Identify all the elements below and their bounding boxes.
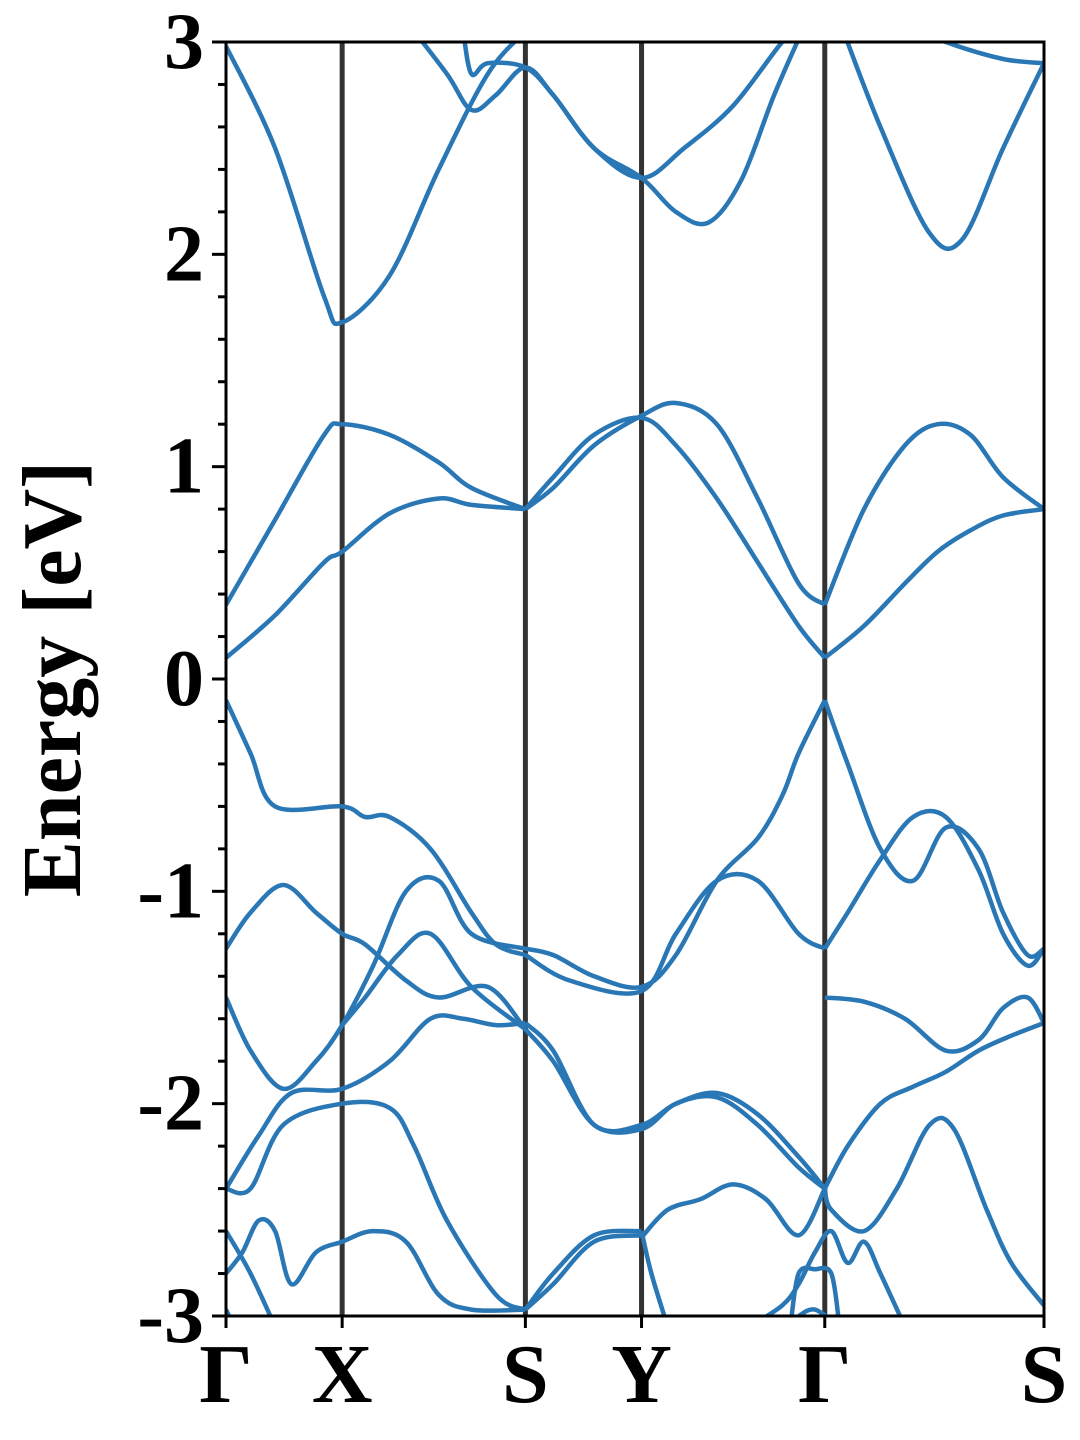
y-axis-ticks: -3 -2 -1 0 1 2 3 bbox=[137, 0, 226, 1360]
high-symmetry-lines bbox=[339, 42, 828, 1316]
y-tick-label: 3 bbox=[164, 0, 204, 86]
band-line-5 bbox=[226, 421, 527, 606]
band-line-33 bbox=[762, 1228, 903, 1316]
band-line-4 bbox=[939, 42, 1044, 66]
x-tick-label: Γ bbox=[798, 1328, 851, 1421]
band-line-8 bbox=[523, 415, 827, 660]
band-line-27 bbox=[523, 1233, 642, 1312]
band-line-24 bbox=[822, 1020, 1044, 1190]
band-line-28 bbox=[523, 1228, 642, 1311]
band-line-18 bbox=[822, 808, 1044, 969]
band-line-13 bbox=[226, 874, 527, 1092]
band-line-12 bbox=[226, 882, 528, 1031]
x-tick-label: S bbox=[502, 1328, 549, 1421]
band-line-2 bbox=[462, 42, 800, 227]
band-line-9 bbox=[822, 421, 1044, 606]
band-line-15 bbox=[524, 699, 827, 990]
band-line-6 bbox=[226, 496, 526, 660]
y-tick-label: 0 bbox=[164, 635, 204, 723]
band-line-30 bbox=[226, 1229, 273, 1316]
band-line-26 bbox=[639, 1182, 827, 1239]
y-tick-label: -1 bbox=[137, 847, 204, 935]
band-lines bbox=[226, 42, 1044, 1316]
x-tick-label: Γ bbox=[199, 1328, 252, 1421]
x-tick-label: X bbox=[312, 1328, 373, 1421]
band-line-29 bbox=[226, 1216, 526, 1313]
band-line-34 bbox=[789, 1265, 841, 1316]
band-line-23 bbox=[824, 994, 1044, 1054]
x-tick-label: S bbox=[1021, 1328, 1068, 1421]
band-line-32 bbox=[639, 1230, 667, 1316]
band-line-25 bbox=[822, 1115, 1044, 1307]
y-tick-label: -2 bbox=[137, 1060, 204, 1148]
band-line-14 bbox=[340, 930, 527, 1032]
y-tick-label: -3 bbox=[137, 1272, 204, 1360]
band-line-35 bbox=[797, 1307, 830, 1316]
y-tick-label: 1 bbox=[164, 423, 204, 511]
band-line-22 bbox=[523, 1027, 827, 1191]
band-line-16 bbox=[524, 871, 826, 996]
band-line-3 bbox=[845, 42, 1044, 251]
y-axis-label: Energy [eV] bbox=[6, 461, 99, 897]
x-tick-label: Y bbox=[611, 1328, 672, 1421]
band-line-19 bbox=[226, 1013, 526, 1190]
band-line-11 bbox=[226, 699, 527, 958]
y-tick-label: 2 bbox=[164, 210, 204, 298]
band-line-10 bbox=[823, 506, 1044, 660]
band-line-7 bbox=[524, 400, 827, 607]
band-line-17 bbox=[822, 699, 1044, 959]
band-line-20 bbox=[226, 1099, 527, 1312]
band-line-0 bbox=[226, 42, 518, 327]
